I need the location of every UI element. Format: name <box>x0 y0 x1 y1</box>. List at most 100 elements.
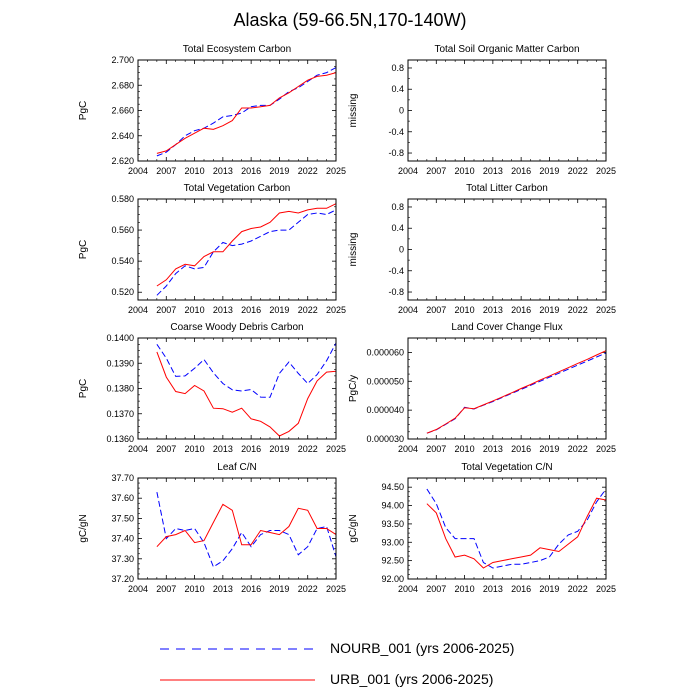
plot-frame <box>137 198 337 301</box>
x-tick-label: 2010 <box>185 305 205 315</box>
x-tick-label: 2007 <box>426 584 446 594</box>
y-axis-label: PgC <box>78 240 89 259</box>
series-line-urb_001 <box>156 351 337 437</box>
y-tick-label: 37.40 <box>111 534 134 544</box>
x-tick-label: 2016 <box>241 305 261 315</box>
x-tick-label: 2004 <box>398 166 418 176</box>
series-line-nourb_001 <box>156 342 337 398</box>
y-tick-label: 2.660 <box>111 106 134 116</box>
series-line-nourb_001 <box>156 67 337 157</box>
y-axis-label: missing <box>348 94 359 128</box>
x-tick-label: 2016 <box>241 166 261 176</box>
y-tick-label: 37.60 <box>111 493 134 503</box>
y-tick-label: 2.640 <box>111 131 134 141</box>
x-tick-label: 2022 <box>568 444 588 454</box>
x-tick-label: 2019 <box>269 444 289 454</box>
x-tick-label: 2010 <box>455 444 475 454</box>
series-line-nourb_001 <box>426 352 607 434</box>
panel-title: Total Vegetation Carbon <box>184 183 291 194</box>
x-tick-label: 2016 <box>241 584 261 594</box>
y-tick-label: 2.700 <box>111 55 134 65</box>
y-tick-label: 37.30 <box>111 554 134 564</box>
y-tick-label: 37.50 <box>111 513 134 523</box>
x-tick-label: 2022 <box>298 444 318 454</box>
figure-title: Alaska (59-66.5N,170-140W) <box>233 10 467 30</box>
y-tick-label: 92.00 <box>381 574 404 584</box>
x-tick-label: 2013 <box>483 305 503 315</box>
series-line-urb_001 <box>426 350 607 434</box>
x-tick-label: 2010 <box>455 305 475 315</box>
x-tick-label: 2010 <box>455 166 475 176</box>
x-tick-label: 2025 <box>596 305 616 315</box>
x-tick-label: 2019 <box>539 444 559 454</box>
series-line-nourb_001 <box>156 209 337 296</box>
y-tick-label: 0 <box>399 245 404 255</box>
y-tick-label: 94.00 <box>381 501 404 511</box>
y-tick-label: 0.000050 <box>366 376 404 386</box>
panel-7: Leaf C/N gC/gN 2004 2007 2010 2013 2016 2019 202… <box>78 462 346 594</box>
y-tick-label: 0.000030 <box>366 434 404 444</box>
x-tick-label: 2025 <box>326 584 346 594</box>
y-tick-label: 0.580 <box>111 194 134 204</box>
x-tick-label: 2019 <box>269 166 289 176</box>
x-tick-label: 2007 <box>156 444 176 454</box>
x-tick-label: 2022 <box>568 166 588 176</box>
y-axis-label: PgC <box>78 379 89 398</box>
y-tick-label: 0.000040 <box>366 405 404 415</box>
x-tick-label: 2013 <box>213 444 233 454</box>
y-tick-label: 2.620 <box>111 156 134 166</box>
y-axis-label: missing <box>348 233 359 267</box>
x-tick-label: 2010 <box>185 444 205 454</box>
x-tick-label: 2025 <box>596 584 616 594</box>
series-line-urb_001 <box>156 72 337 154</box>
x-tick-label: 2016 <box>511 305 531 315</box>
y-tick-label: 0.8 <box>391 63 404 73</box>
y-tick-label: 0.540 <box>111 256 134 266</box>
y-tick-label: 0.4 <box>391 84 404 94</box>
x-tick-label: 2007 <box>426 444 446 454</box>
x-tick-label: 2013 <box>483 584 503 594</box>
panel-2: Total Soil Organic Matter Carbon missing 2… <box>348 44 616 176</box>
x-tick-label: 2007 <box>156 305 176 315</box>
panel-title: Total Soil Organic Matter Carbon <box>434 44 579 55</box>
y-tick-label: 0.1360 <box>106 434 134 444</box>
y-tick-label: 0.1380 <box>106 384 134 394</box>
plot-frame <box>137 337 337 440</box>
x-tick-label: 2007 <box>156 584 176 594</box>
y-tick-label: -0.8 <box>388 148 404 158</box>
panel-6: Land Cover Change Flux PgC/y 2004 2007 2010 2… <box>348 322 616 454</box>
legend-label-urb: URB_001 (yrs 2006-2025) <box>330 671 494 687</box>
x-tick-label: 2013 <box>213 305 233 315</box>
x-tick-label: 2025 <box>326 444 346 454</box>
x-tick-label: 2019 <box>269 584 289 594</box>
y-tick-label: 0.1390 <box>106 358 134 368</box>
plot-frame <box>407 337 607 440</box>
panel-8: Total Vegetation C/N gC/gN 2004 2007 2010 201… <box>348 462 616 594</box>
legend-swatch-dashed <box>160 648 315 650</box>
y-axis-label: gC/gN <box>348 514 359 542</box>
panel-4: Total Litter Carbon missing 2004 2007 2010 20… <box>348 183 616 315</box>
plot-frame <box>407 198 607 301</box>
x-tick-label: 2007 <box>156 166 176 176</box>
y-tick-label: 93.00 <box>381 537 404 547</box>
panel-3: Total Vegetation Carbon PgC 2004 2007 2010 20… <box>78 183 346 315</box>
plot-frame <box>407 477 607 580</box>
panel-1: Total Ecosystem Carbon PgC 2004 2007 2010 201… <box>78 44 346 176</box>
x-tick-label: 2022 <box>568 584 588 594</box>
y-tick-label: 0.8 <box>391 202 404 212</box>
legend-label-nourb: NOURB_001 (yrs 2006-2025) <box>330 640 515 656</box>
y-tick-label: 2.680 <box>111 80 134 90</box>
plot-frame <box>407 59 607 162</box>
y-tick-label: 0.1370 <box>106 409 134 419</box>
plot-frame <box>137 477 337 580</box>
y-tick-label: 0.000060 <box>366 347 404 357</box>
y-axis-label: PgC <box>78 101 89 120</box>
y-tick-label: -0.4 <box>388 266 404 276</box>
x-tick-label: 2025 <box>326 305 346 315</box>
x-tick-label: 2025 <box>596 166 616 176</box>
x-tick-label: 2016 <box>241 444 261 454</box>
legend-swatch-solid <box>160 679 315 681</box>
x-tick-label: 2019 <box>269 305 289 315</box>
x-tick-label: 2010 <box>455 584 475 594</box>
x-tick-label: 2013 <box>213 166 233 176</box>
